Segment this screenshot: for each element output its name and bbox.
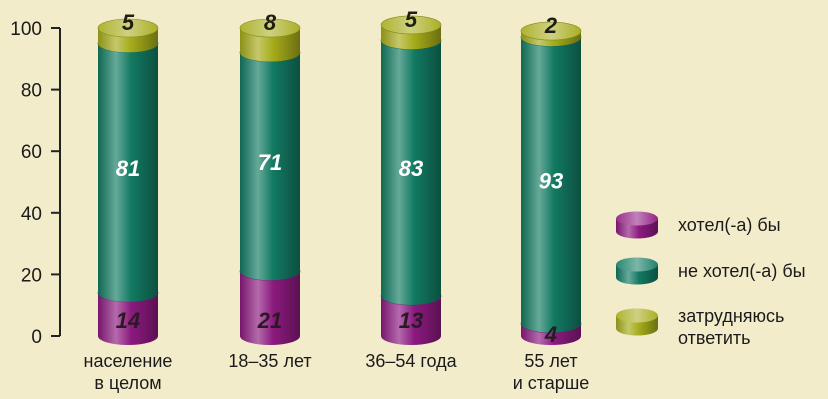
bar-segment	[520, 21, 582, 47]
bar-segment	[97, 18, 159, 53]
y-tick-label: 60	[21, 142, 42, 163]
bar-segment-cap	[520, 21, 582, 41]
legend-label: хотел(-а) бы	[678, 215, 781, 235]
legend-label: затрудняюсь ответить	[678, 306, 784, 348]
y-tick-label: 0	[31, 327, 42, 348]
data-label: 21	[257, 308, 282, 333]
bar-segment-cap	[97, 18, 159, 38]
data-label: 93	[539, 168, 563, 193]
bar-segment-body	[521, 37, 581, 333]
data-label: 83	[399, 156, 423, 181]
category-label: 36–54 года	[365, 351, 457, 371]
bar-segment-body	[381, 295, 441, 345]
category-label: 18–35 лет	[228, 351, 311, 371]
y-tick-label: 100	[10, 19, 42, 40]
legend-swatch	[616, 257, 658, 285]
data-label: 13	[399, 308, 423, 333]
bar-segment-body	[240, 28, 300, 62]
data-label: 5	[122, 10, 135, 35]
y-tick-label: 80	[21, 81, 42, 102]
legend-swatch	[616, 211, 658, 239]
legend-item: не хотел(-а) бы	[616, 257, 806, 285]
legend: хотел(-а) бы не хотел(-а) бы затрудняюсь от…	[616, 211, 806, 348]
data-label: 8	[264, 10, 277, 35]
bar-stack: 14 81 5	[97, 10, 159, 345]
bar-stack: 21 71 8	[239, 10, 301, 345]
bar-segment	[380, 15, 442, 50]
bars: 14 81 5 21 71 8 13 83 5 4 93 2	[97, 7, 582, 347]
legend-label: не хотел(-а) бы	[678, 261, 806, 281]
category-label: население в целом	[84, 351, 173, 393]
bar-segment-body	[98, 43, 158, 302]
legend-swatch	[616, 308, 658, 336]
legend-item: хотел(-а) бы	[616, 211, 781, 239]
category-label: 55 лет и старше	[513, 351, 590, 393]
bar-segment-body	[381, 40, 441, 305]
data-label: 2	[544, 13, 558, 38]
data-label: 5	[405, 7, 418, 32]
bar-segment-body	[240, 52, 300, 281]
category-labels: население в целом 18–35 лет 36–54 года 55 ле…	[84, 351, 590, 393]
bar-stack: 4 93 2	[520, 13, 582, 347]
y-tick-label: 20	[21, 265, 42, 286]
bar-segment-body	[240, 271, 300, 345]
bar-segment-cap	[380, 15, 442, 35]
data-label: 14	[116, 308, 140, 333]
bar-segment-cap	[239, 18, 301, 38]
bar-segment	[239, 18, 301, 62]
bar-segment-body	[98, 292, 158, 345]
bar-stack: 13 83 5	[380, 7, 442, 345]
y-tick-label: 40	[21, 204, 42, 225]
data-label: 4	[544, 322, 557, 347]
y-axis: 0 20 40 60 80 100	[10, 19, 61, 348]
data-label: 81	[116, 156, 140, 181]
data-label: 71	[258, 150, 282, 175]
legend-item: затрудняюсь ответить	[616, 306, 784, 348]
